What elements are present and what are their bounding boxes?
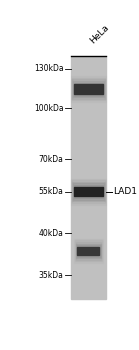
- Text: HeLa: HeLa: [89, 23, 111, 46]
- Bar: [73, 81, 104, 97]
- Bar: [72, 180, 105, 203]
- Bar: [74, 187, 103, 196]
- Bar: [77, 247, 100, 255]
- Bar: [71, 178, 106, 204]
- Text: 70kDa: 70kDa: [39, 155, 64, 164]
- Bar: [73, 183, 104, 199]
- Bar: [74, 84, 103, 94]
- Bar: [72, 78, 105, 100]
- Bar: [71, 57, 106, 299]
- Bar: [75, 242, 101, 260]
- Bar: [77, 245, 100, 257]
- Bar: [71, 76, 106, 102]
- Text: 35kDa: 35kDa: [39, 271, 64, 280]
- Bar: [76, 244, 101, 258]
- Text: 100kDa: 100kDa: [34, 104, 64, 113]
- Bar: [74, 239, 103, 263]
- Text: 130kDa: 130kDa: [34, 64, 64, 74]
- Text: LAD1: LAD1: [113, 187, 137, 196]
- Bar: [75, 240, 102, 261]
- Text: 55kDa: 55kDa: [39, 187, 64, 196]
- Bar: [74, 83, 103, 96]
- Bar: [72, 182, 105, 201]
- Bar: [74, 185, 103, 198]
- Text: 40kDa: 40kDa: [39, 229, 64, 238]
- Bar: [72, 79, 105, 99]
